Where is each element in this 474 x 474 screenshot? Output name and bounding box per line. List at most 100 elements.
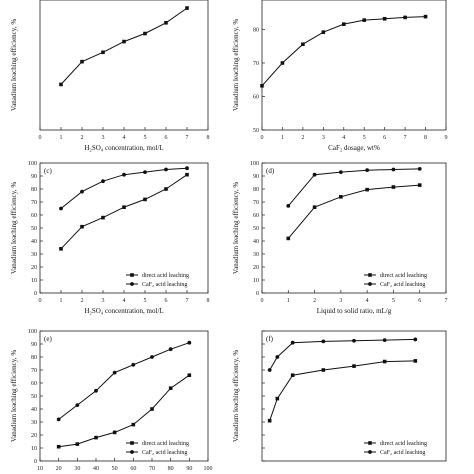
data-point-square [413,359,418,363]
data-point-circle [168,347,173,352]
data-point-circle [59,206,63,211]
y-tick-label: 50 [31,394,37,400]
x-tick-label: 2 [81,135,84,141]
data-point-circle [382,338,387,342]
data-point-circle [75,403,80,407]
x-tick-label: 20 [56,466,62,472]
data-point-circle [321,339,326,344]
y-tick-label: 80 [253,28,259,34]
series-group [286,166,422,241]
data-point-square [382,16,387,21]
legend-entry: CaF₂ acid leaching [142,450,187,456]
x-tick-label: 6 [383,135,386,141]
data-point-square [391,185,396,189]
data-point-square [312,205,317,209]
y-tick-label: 20 [31,433,37,439]
x-axis-label: H₂SO₄ concentration, mol/L [84,307,163,315]
x-tick-label: 7 [445,298,448,304]
data-point-square [341,22,346,26]
x-tick-label: 0 [261,298,264,304]
y-tick-label: 50 [31,226,37,232]
y-tick-label: 100 [28,329,37,335]
y-axis-label: Vanadium leaching efficiency, % [10,182,18,274]
x-axis-label: CaF₂ dosage, wt% [328,144,380,152]
y-tick-label: 70 [253,200,259,206]
x-tick-label: 7 [186,298,189,304]
data-point-square [417,183,422,187]
x-tick-label: 0 [39,298,42,304]
x-tick-label: 6 [165,298,168,304]
x-tick-label: 2 [313,298,316,304]
x-tick-label: 0 [39,135,42,141]
data-point-square [365,187,369,192]
legend-entry: direct acid leaching [142,441,189,447]
y-tick-label: 10 [31,278,37,284]
y-tick-label: 90 [253,174,259,180]
data-point-circle [56,417,61,422]
data-point-square [301,42,305,47]
y-tick-label: 60 [253,213,259,219]
chart-panel-f: Vanadium leaching efficiency, % (f) direct… [232,330,447,462]
x-tick-label: 3 [102,135,105,141]
y-tick-label: 0 [34,291,37,297]
series-line-1 [60,7,188,85]
x-tick-label: 6 [165,135,168,141]
x-tick-label: 7 [404,135,407,141]
x-tick-label: 3 [322,135,325,141]
data-point-square [321,368,326,372]
x-tick-label: 10 [37,466,43,472]
data-point-square [286,236,291,241]
data-point-circle [312,172,317,177]
x-tick-label: 4 [123,298,126,304]
y-tick-label: 50 [253,128,259,134]
data-point-square [80,59,84,64]
data-point-square [187,373,192,377]
data-point-square [185,172,189,177]
data-point-square [143,31,147,36]
legend-marker-circle [368,282,372,286]
y-tick-label: 10 [253,278,259,284]
series-group [56,340,192,449]
data-point-circle [150,355,154,359]
y-tick-label: 30 [31,252,37,258]
series-line-1 [287,184,420,239]
y-tick-label: 80 [31,187,37,193]
y-axis-label: Vanadium leaching efficiency, % [232,182,240,274]
data-point-square [122,39,126,44]
legend-entry: direct acid leaching [380,273,427,279]
chart-panel-a: 0 1 2 3 4 5 6 7 8 H₂SO₄ concentration, mol/L Vanad… [10,0,210,152]
data-point-circle [352,338,356,343]
legend-marker-circle [130,450,134,454]
y-tick-label: 60 [253,95,259,101]
data-point-square [321,30,326,34]
legend-entry: CaF₂ acid leaching [142,282,187,288]
y-tick-label: 40 [31,407,37,413]
y-tick-label: 40 [253,239,259,245]
series-group [267,337,418,423]
data-point-circle [187,340,192,345]
y-tick-label: 50 [253,226,259,232]
x-tick-label: 90 [186,466,192,472]
panel-label: (c) [44,167,52,175]
x-tick-label: 50 [112,466,118,472]
data-point-square [423,14,428,19]
data-point-circle [286,204,291,208]
x-tick-label: 5 [144,135,147,141]
x-tick-label: 2 [301,135,304,141]
y-tick-label: 0 [34,459,37,465]
x-tick-label: 5 [392,298,395,304]
data-point-square [280,61,285,65]
x-tick-label: 5 [363,135,366,141]
data-point-square [112,430,117,435]
data-point-square [168,386,173,390]
data-point-square [403,15,407,20]
y-tick-label: 30 [253,252,259,258]
data-point-circle [413,337,418,342]
x-tick-label: 1 [60,135,63,141]
x-tick-label: 8 [207,135,210,141]
legend-marker-square [130,441,134,445]
data-point-square [185,6,189,10]
data-point-circle [338,170,343,175]
x-tick-label: 9 [445,135,448,141]
